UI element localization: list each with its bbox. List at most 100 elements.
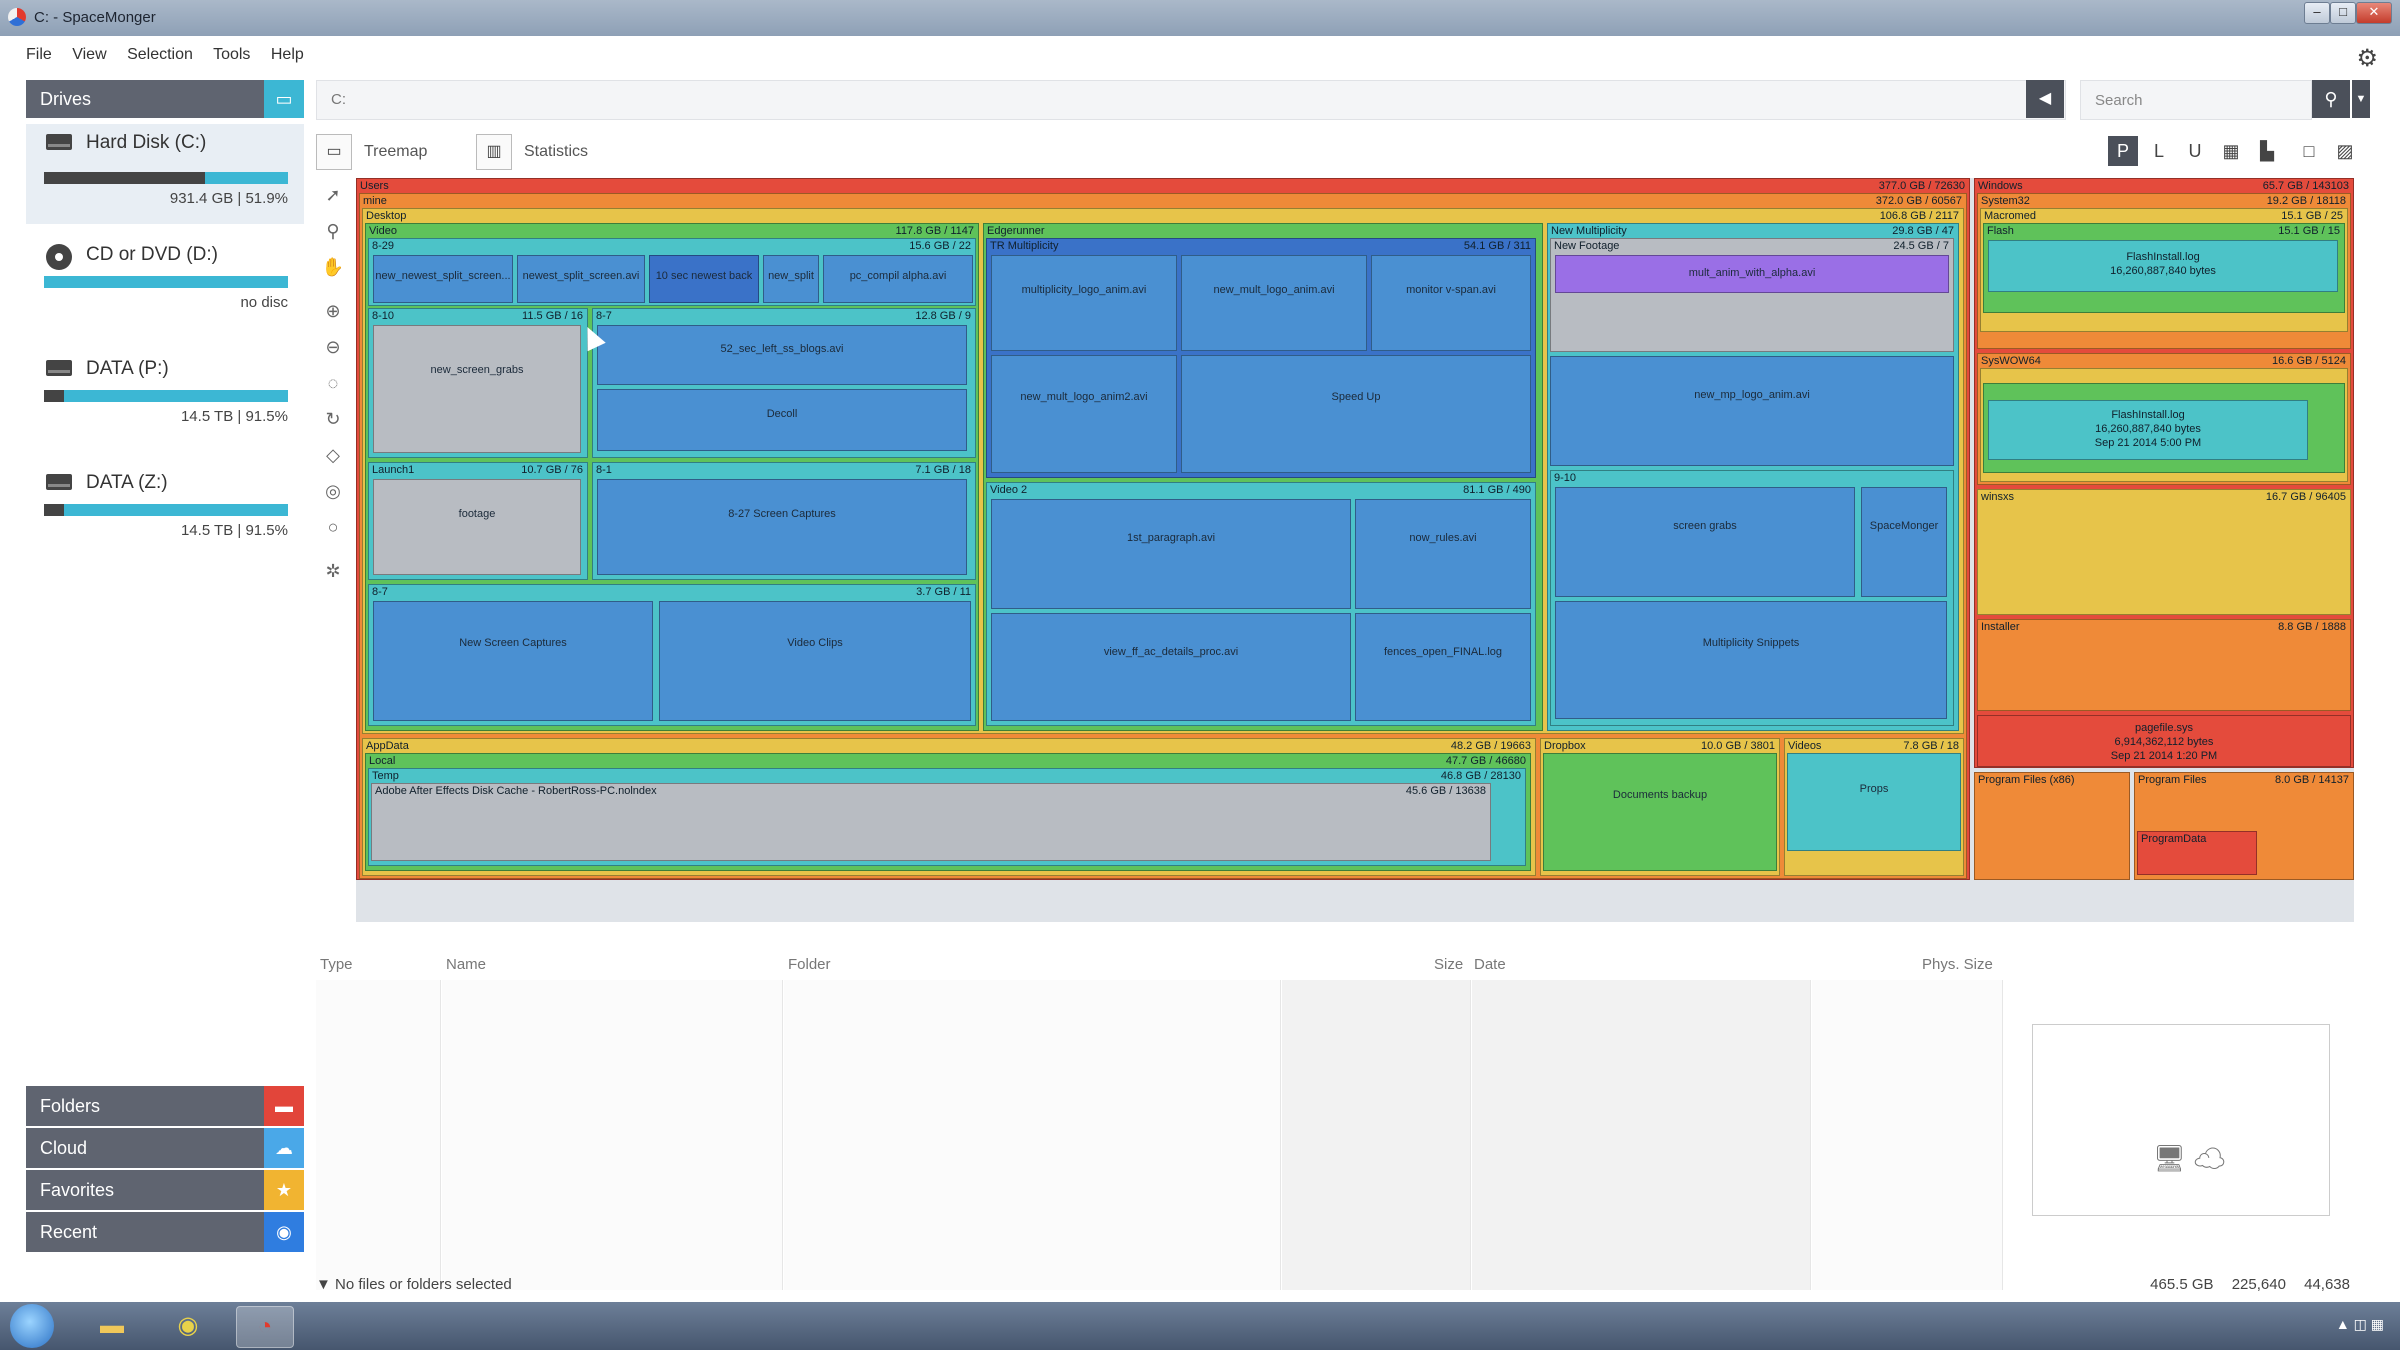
menu-tools[interactable]: Tools — [213, 46, 251, 63]
tm-program-files[interactable]: Program Files 8.0 GB / 14137 ProgramData — [2134, 772, 2354, 880]
grid-icon[interactable]: ▦ — [2222, 141, 2240, 161]
tm-file[interactable]: 1st_paragraph.avi — [991, 499, 1351, 609]
tm-file[interactable]: new_split — [763, 255, 819, 303]
maximize-button[interactable]: □ — [2330, 2, 2356, 24]
tm-mine[interactable]: mine 372.0 GB / 60567 Desktop 106.8 GB / 2… — [359, 193, 1967, 879]
mode-l-button[interactable]: L — [2153, 141, 2164, 161]
column-size[interactable]: Size — [1434, 956, 1464, 973]
column-date[interactable]: Date — [1474, 956, 1506, 973]
tm-flash[interactable]: Flash 15.1 GB / 15 FlashInstall.log 16,26… — [1983, 223, 2345, 313]
tm-temp[interactable]: Temp 46.8 GB / 28130 Adobe After Effects … — [368, 768, 1526, 866]
tm-file[interactable]: new_mult_logo_anim2.avi — [991, 355, 1177, 473]
tm-new-footage[interactable]: New Footage 24.5 GB / 7 mult_anim_with_al… — [1550, 238, 1954, 352]
tm-file[interactable]: new_newest_split_screen... — [373, 255, 513, 303]
tm-windows[interactable]: Windows 65.7 GB / 143103 System32 19.2 GB … — [1974, 178, 2354, 768]
drive-d[interactable]: CD or DVD (D:) no disc — [26, 236, 304, 336]
chrome-icon[interactable]: ◉ — [177, 1312, 199, 1339]
settings-gear-icon[interactable]: ⚙ — [2356, 45, 2378, 72]
tm-videos[interactable]: Videos 7.8 GB / 18 Props — [1784, 738, 1964, 876]
tm-video[interactable]: Video 117.8 GB / 1147 8-29 15.6 GB / 22 ne… — [365, 223, 979, 731]
search-dropdown-icon[interactable]: ▼ — [2352, 80, 2370, 118]
tm-dropbox[interactable]: Dropbox 10.0 GB / 3801 Documents backup — [1540, 738, 1780, 876]
mode-u-button[interactable]: U — [2188, 141, 2202, 161]
spacemonger-taskbar-icon[interactable]: ◔ — [236, 1306, 294, 1348]
sidebar-section-folders[interactable]: Folders ▬ — [26, 1086, 304, 1126]
tm-file[interactable]: 8-27 Screen Captures — [597, 479, 967, 575]
tm-folder[interactable]: Launch1 10.7 GB / 76 footage — [368, 462, 588, 580]
sidebar-section-favorites[interactable]: Favorites ★ — [26, 1170, 304, 1210]
tm-folder[interactable]: 8-29 15.6 GB / 22 new_newest_split_screen… — [368, 238, 976, 306]
system-tray[interactable]: ▲ ◫ ▦ — [2335, 1316, 2384, 1332]
tm-folder[interactable]: 8-7 12.8 GB / 9 52_sec_left_ss_blogs.avi … — [592, 308, 976, 458]
menu-selection[interactable]: Selection — [127, 46, 193, 63]
tm-file[interactable]: 52_sec_left_ss_blogs.avi — [597, 325, 967, 385]
tm-programdata[interactable]: ProgramData — [2137, 831, 2257, 875]
add-folder-icon[interactable]: ▙ — [2260, 141, 2274, 161]
tm-file[interactable]: screen grabs — [1555, 487, 1855, 597]
tm-appdata[interactable]: AppData 48.2 GB / 19663 Local 47.7 GB / 46… — [362, 738, 1536, 876]
explorer-icon[interactable]: ▬ — [100, 1312, 124, 1339]
frame-icon[interactable]: □ — [2303, 141, 2315, 161]
tm-program-files-x86[interactable]: Program Files (x86) — [1974, 772, 2130, 880]
minimize-button[interactable]: – — [2304, 2, 2330, 24]
tm-folder[interactable]: Props — [1787, 753, 1961, 851]
close-button[interactable]: ✕ — [2356, 2, 2392, 24]
tm-folder[interactable]: 8-10 11.5 GB / 16 new_screen_grabs — [368, 308, 588, 458]
tm-system32[interactable]: System32 19.2 GB / 18118 Macromed 15.1 GB … — [1977, 193, 2351, 349]
hatch-icon[interactable]: ▨ — [2336, 141, 2354, 161]
tm-file[interactable]: view_ff_ac_details_proc.avi — [991, 613, 1351, 721]
pointer-icon[interactable]: ➚ — [325, 185, 341, 205]
tm-file[interactable]: SpaceMonger — [1861, 487, 1947, 597]
tm-file[interactable]: fences_open_FINAL.log — [1355, 613, 1531, 721]
tm-pagefile[interactable]: pagefile.sys 6,914,362,112 bytes Sep 21 … — [1977, 715, 2351, 767]
tm-folder[interactable]: 9-10 screen grabs SpaceMonger Multiplici… — [1550, 470, 1954, 726]
tm-syswow64[interactable]: SysWOW64 16.6 GB / 5124 FlashInstall.log … — [1977, 353, 2351, 485]
tm-installer[interactable]: Installer 8.8 GB / 1888 — [1977, 619, 2351, 711]
hand-icon[interactable]: ✋ — [321, 257, 345, 277]
tm-ae-cache[interactable]: Adobe After Effects Disk Cache - RobertR… — [371, 783, 1491, 861]
column-type[interactable]: Type — [320, 956, 353, 973]
tm-file[interactable]: now_rules.avi — [1355, 499, 1531, 609]
settings-tool-icon[interactable]: ✲ — [325, 561, 341, 581]
tm-file[interactable]: Speed Up — [1181, 355, 1531, 473]
mode-p-button[interactable]: P — [2108, 136, 2138, 166]
tm-folder[interactable]: FlashInstall.log 16,260,887,840 bytes Se… — [1980, 368, 2348, 482]
treemap[interactable]: Users 377.0 GB / 72630 mine 372.0 GB / 605… — [356, 178, 2354, 922]
tm-flash-log[interactable]: FlashInstall.log 16,260,887,840 bytes — [1988, 240, 2338, 292]
menu-help[interactable]: Help — [270, 46, 304, 63]
tm-tr-multiplicity[interactable]: TR Multiplicity 54.1 GB / 311 multiplicit… — [986, 238, 1536, 478]
drive-p[interactable]: DATA (P:) 14.5 TB | 91.5% — [26, 350, 304, 450]
tm-flash-log-2[interactable]: FlashInstall.log 16,260,887,840 bytes Se… — [1988, 400, 2308, 460]
tm-file[interactable]: multiplicity_logo_anim.avi — [991, 255, 1177, 351]
drives-header[interactable]: Drives ▭ — [26, 80, 304, 118]
tm-video2[interactable]: Video 2 81.1 GB / 490 1st_paragraph.avi n… — [986, 482, 1536, 726]
target-icon[interactable]: ◎ — [325, 481, 341, 501]
tm-file[interactable]: pc_compil alpha.avi — [823, 255, 973, 303]
start-button[interactable] — [10, 1304, 54, 1348]
tm-file[interactable]: New Screen Captures — [373, 601, 653, 721]
tm-file[interactable]: monitor v-span.avi — [1371, 255, 1531, 351]
search-icon[interactable]: ⚲ — [2312, 80, 2350, 118]
tm-folder[interactable]: 8-1 7.1 GB / 18 8-27 Screen Captures — [592, 462, 976, 580]
column-name[interactable]: Name — [446, 956, 487, 973]
sidebar-section-cloud[interactable]: Cloud ☁ — [26, 1128, 304, 1168]
zoom-icon[interactable]: ⚲ — [326, 221, 340, 241]
tm-file[interactable]: new_screen_grabs — [373, 325, 581, 453]
tm-file[interactable]: new_mult_logo_anim.avi — [1181, 255, 1367, 351]
circle-icon[interactable]: ○ — [327, 517, 339, 537]
tm-file[interactable]: 10 sec newest back — [649, 255, 759, 303]
tm-file[interactable]: newest_split_screen.avi — [517, 255, 645, 303]
sidebar-section-recent[interactable]: Recent ◉ — [26, 1212, 304, 1252]
drive-c[interactable]: Hard Disk (C:) 931.4 GB | 51.9% — [26, 124, 304, 224]
tm-edgerunner[interactable]: Edgerunner TR Multiplicity 54.1 GB / 311 … — [983, 223, 1543, 731]
tm-folder[interactable]: 8-7 3.7 GB / 11 New Screen Captures Video… — [368, 584, 976, 726]
tm-macromed[interactable]: Macromed 15.1 GB / 25 Flash 15.1 GB / 15 F… — [1980, 208, 2348, 332]
file-table[interactable] — [316, 980, 2006, 1290]
tm-folder[interactable]: Documents backup — [1543, 753, 1777, 871]
tm-desktop[interactable]: Desktop 106.8 GB / 2117 Video 117.8 GB / 1… — [362, 208, 1964, 734]
tm-file[interactable]: footage — [373, 479, 581, 575]
search-input[interactable]: Search — [2080, 80, 2312, 120]
menu-view[interactable]: View — [72, 46, 107, 63]
menu-file[interactable]: File — [26, 46, 52, 63]
tm-file[interactable]: new_mp_logo_anim.avi — [1550, 356, 1954, 466]
